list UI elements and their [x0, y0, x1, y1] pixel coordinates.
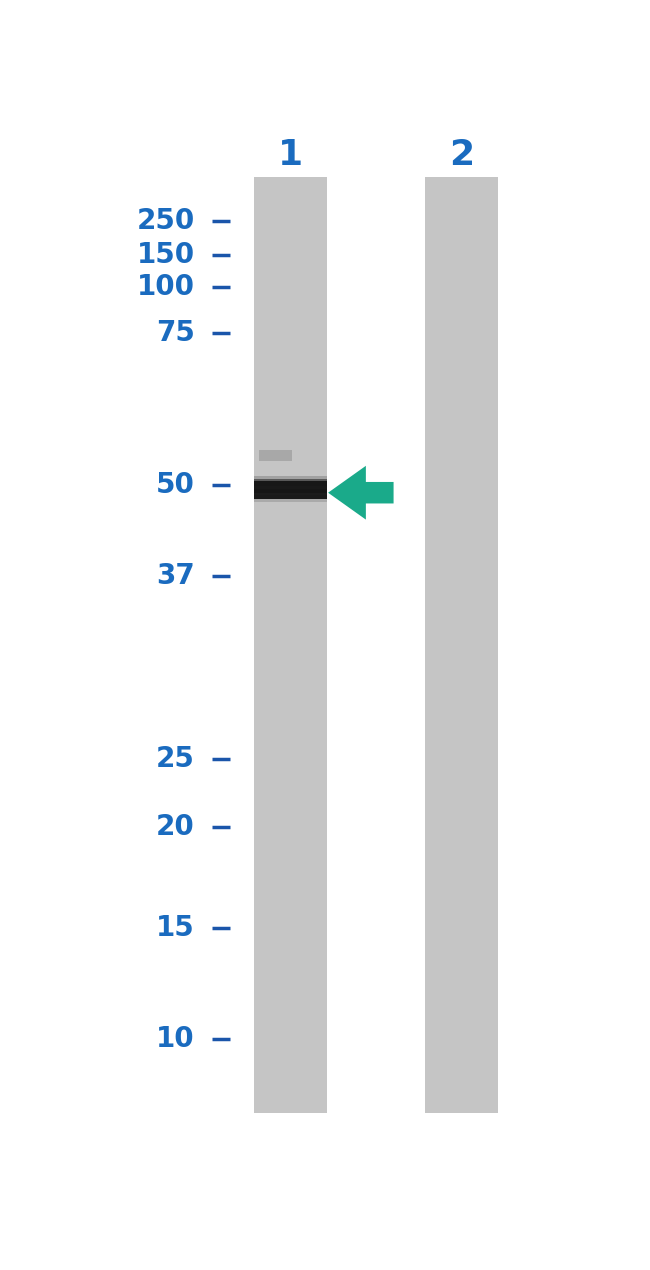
Text: 2: 2: [449, 138, 474, 171]
Bar: [254, 479, 327, 493]
Bar: [254, 177, 327, 1113]
Text: 250: 250: [136, 207, 194, 235]
Text: 50: 50: [156, 471, 194, 499]
Bar: [254, 481, 327, 499]
Bar: [259, 450, 292, 461]
Text: 10: 10: [156, 1025, 194, 1053]
Text: 37: 37: [156, 561, 194, 589]
Bar: [425, 177, 498, 1113]
FancyArrow shape: [328, 466, 393, 519]
Text: 75: 75: [156, 319, 194, 347]
Text: 20: 20: [156, 813, 194, 841]
Text: 15: 15: [156, 914, 194, 942]
Bar: [254, 476, 327, 486]
Text: 25: 25: [156, 744, 194, 772]
Bar: [254, 494, 327, 503]
Text: 100: 100: [136, 273, 194, 301]
Text: 150: 150: [136, 241, 194, 269]
Bar: [254, 489, 327, 499]
Text: 1: 1: [278, 138, 303, 171]
